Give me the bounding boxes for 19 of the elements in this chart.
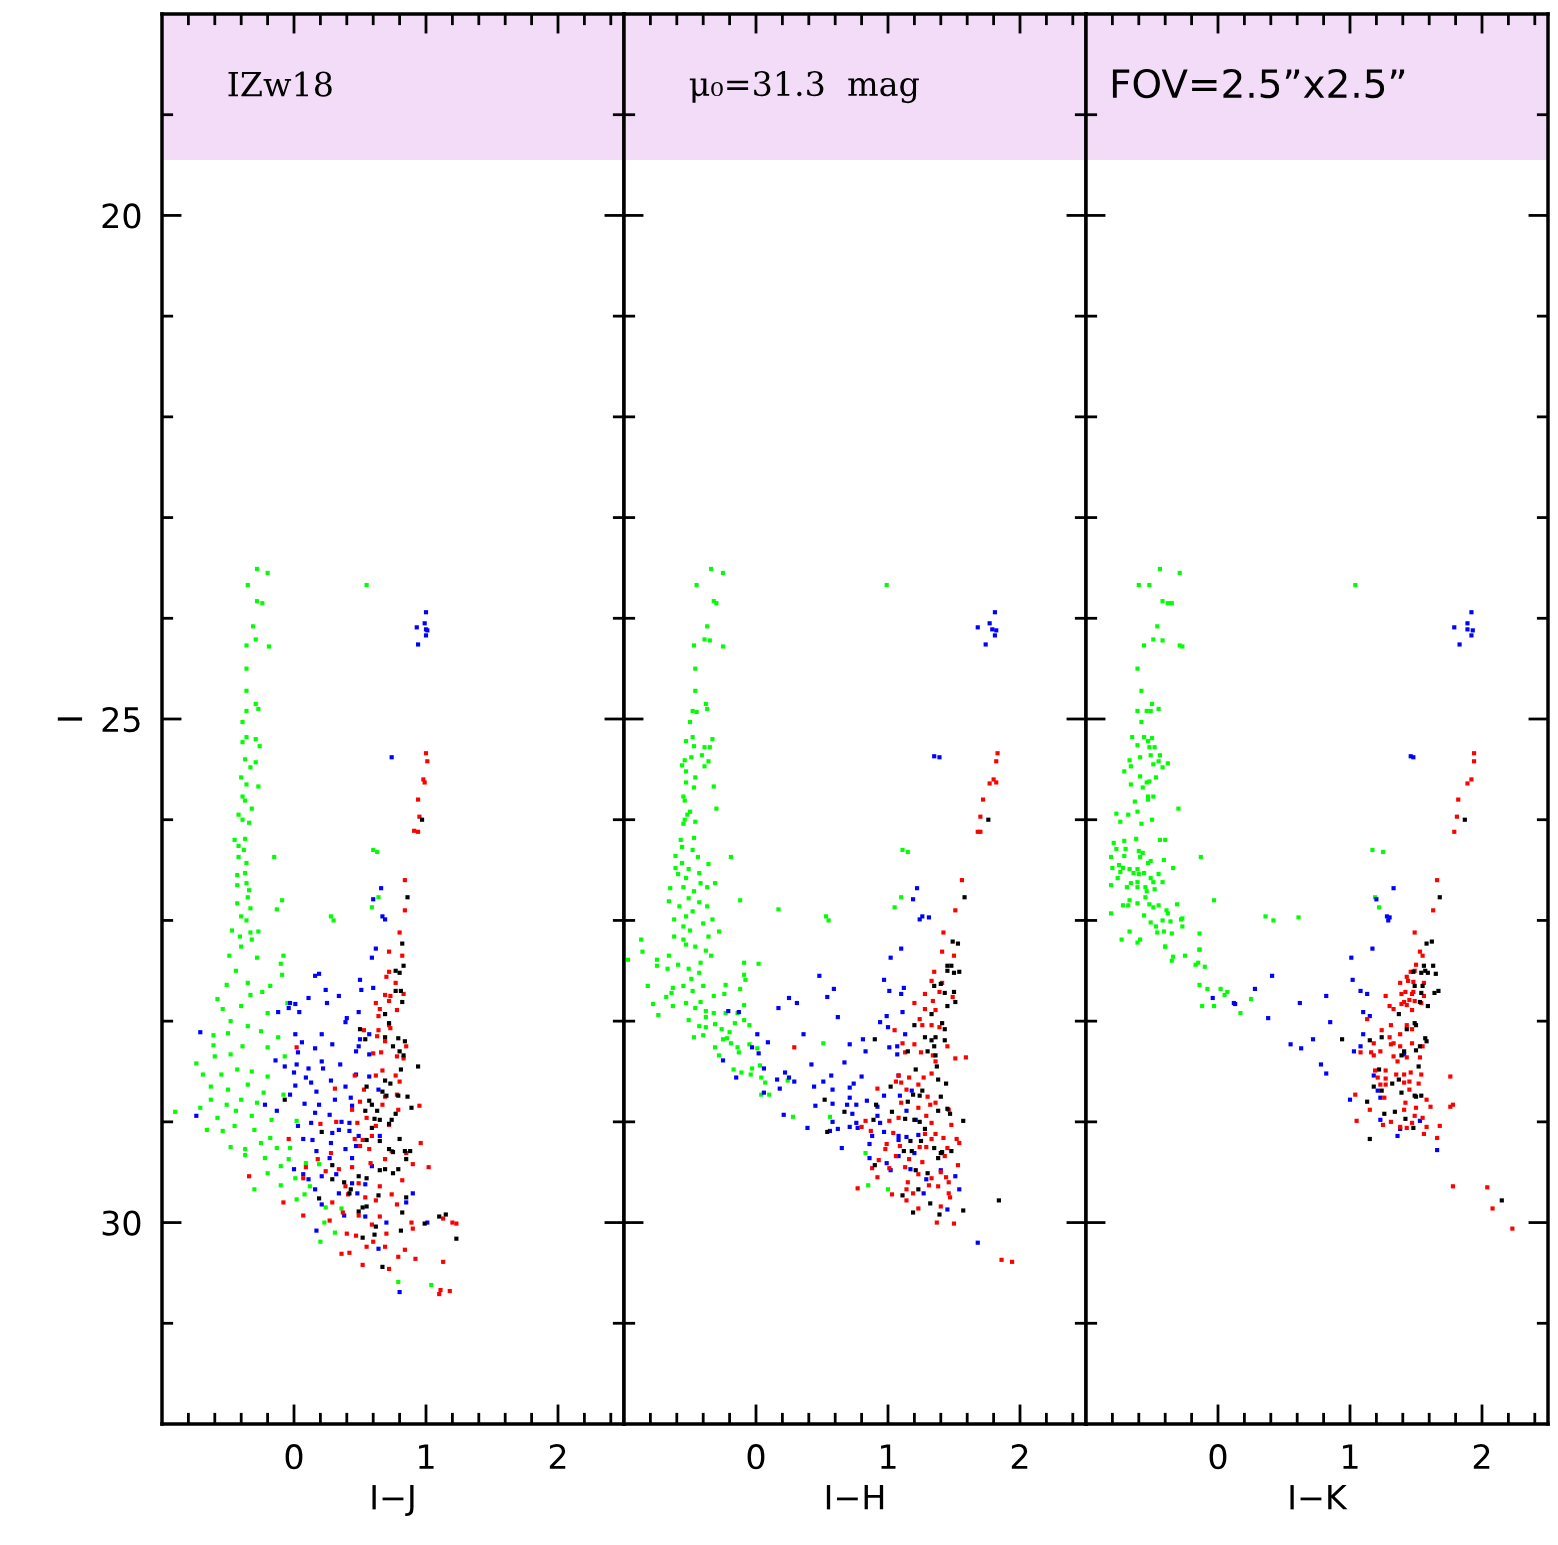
annotation: FOV=2.5”x2.5” — [1112, 68, 1405, 99]
y-tick-label: 20 — [102, 203, 141, 229]
x-axis-title: I−J — [372, 1485, 414, 1517]
y-axis-title: I — [57, 717, 83, 721]
x-tick-label: 2 — [1011, 1444, 1028, 1469]
x-tick-label: 0 — [1209, 1444, 1227, 1470]
y-tick-label: 25 — [102, 706, 140, 733]
x-tick-label: 1 — [419, 1444, 434, 1469]
x-tick-label: 0 — [747, 1444, 765, 1470]
x-tick-label: 1 — [1343, 1444, 1358, 1469]
x-tick-label: 2 — [549, 1444, 566, 1469]
y-tick-label: 30 — [102, 1210, 141, 1236]
x-tick-label: 2 — [1473, 1444, 1490, 1469]
x-tick-label: 0 — [285, 1444, 303, 1470]
x-axis-title: I−K — [1290, 1485, 1348, 1510]
x-tick-label: 1 — [881, 1444, 896, 1469]
x-axis-title: I−H — [826, 1485, 884, 1510]
annotation: IZw18 — [228, 71, 332, 97]
annotation: μ₀=31.3 mag — [689, 71, 919, 104]
